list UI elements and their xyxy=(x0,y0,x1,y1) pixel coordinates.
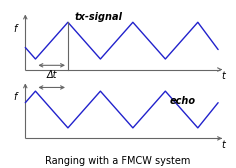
Text: echo: echo xyxy=(169,96,196,106)
Text: t: t xyxy=(221,140,225,150)
Text: Δt: Δt xyxy=(46,70,57,80)
Text: f: f xyxy=(13,24,17,34)
Text: Ranging with a FMCW system: Ranging with a FMCW system xyxy=(45,156,191,166)
Text: t: t xyxy=(221,71,225,81)
Text: f: f xyxy=(13,92,17,102)
Text: tx-signal: tx-signal xyxy=(74,12,122,22)
